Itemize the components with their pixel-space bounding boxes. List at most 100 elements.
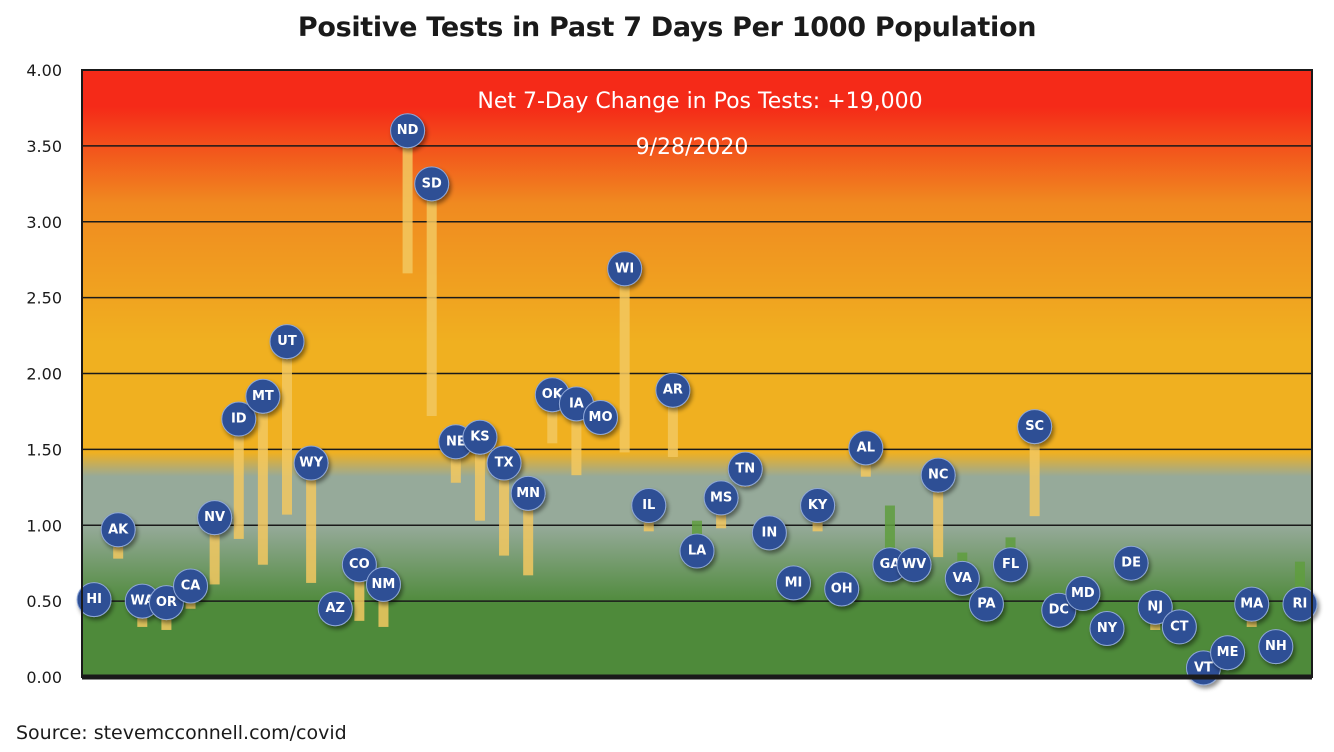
change-bar-nc [933,475,944,558]
chart-title: Positive Tests in Past 7 Days Per 1000 P… [297,12,1037,43]
y-tick-label: 0.00 [26,668,62,687]
state-marker-va [944,560,980,596]
state-marker-co [341,547,377,583]
state-marker-ct [1161,609,1197,645]
state-marker-ca [173,568,209,604]
state-label-or: OR [156,595,177,610]
state-label-ks: KS [470,430,489,445]
change-bar-mn [523,493,534,576]
state-marker-ut [269,324,305,360]
state-marker-nc [920,457,956,493]
state-label-ar: AR [663,383,683,398]
state-marker-wi [607,251,643,287]
state-marker-al [848,430,884,466]
change-bar-ia [571,403,582,476]
state-marker-ms [703,480,739,516]
state-marker-nj [1137,589,1173,625]
change-bar-mt [257,396,268,565]
change-bar-nv [209,517,220,585]
change-bar-sd [426,183,437,416]
state-label-me: ME [1217,645,1239,660]
state-label-mo: MO [589,410,613,425]
state-label-nv: NV [204,510,225,525]
state-marker-nh [1258,629,1294,665]
annotation-date: 9/28/2020 [636,135,749,160]
state-label-nm: NM [372,577,396,592]
state-label-nc: NC [928,468,948,483]
state-label-ma: MA [1240,597,1263,612]
state-label-ut: UT [277,334,297,349]
state-marker-wy [293,445,329,481]
state-label-nh: NH [1265,639,1287,654]
change-bar-ut [282,341,292,515]
state-marker-or [148,585,184,621]
state-marker-mi [775,565,811,601]
state-marker-ar [655,372,691,408]
state-label-id: ID [231,412,247,427]
state-marker-mo [583,400,619,436]
state-label-wv: WV [902,557,926,572]
state-label-fl: FL [1002,557,1019,572]
state-marker-ri [1282,586,1318,622]
state-label-ms: MS [710,490,732,505]
source-note: Source: stevemcconnell.com/covid [16,722,347,744]
state-label-oh: OH [831,581,853,596]
state-marker-nv [197,500,233,536]
state-label-ga: GA [880,557,901,572]
state-label-in: IN [761,525,777,540]
state-label-wy: WY [299,456,323,471]
annotation-change: Net 7-Day Change in Pos Tests: +19,000 [477,89,922,114]
state-marker-dc [1041,592,1077,628]
state-marker-sc [1017,409,1053,445]
state-label-nd: ND [397,123,419,138]
state-marker-az [317,591,353,627]
change-bar-tx [499,463,510,556]
state-marker-nm [365,566,401,602]
y-tick-label: 4.00 [26,61,62,80]
y-tick-label: 1.50 [26,440,62,459]
state-marker-mt [245,378,281,414]
state-label-ri: RI [1293,597,1308,612]
change-bar-ga [884,505,895,565]
state-label-az: AZ [325,601,345,616]
state-label-vt: VT [1194,660,1213,675]
state-label-hi: HI [86,592,102,607]
y-axis: 0.00 0.50 1.00 1.50 2.00 2.50 3.00 3.50 4.00 [26,61,62,687]
change-bar-ar [667,390,678,457]
change-bar-ks [474,437,485,521]
state-marker-il [631,488,667,524]
state-marker-ks [462,419,498,455]
state-label-sc: SC [1025,419,1044,434]
state-label-co: CO [349,557,370,572]
state-marker-id [221,401,257,437]
state-label-ia: IA [569,396,584,411]
state-label-nj: NJ [1147,600,1163,615]
change-bar-id [233,419,244,539]
state-marker-pa [968,586,1004,622]
state-marker-md [1065,576,1101,612]
state-label-wa: WA [130,594,154,609]
state-label-wi: WI [615,261,634,276]
state-marker-ak [100,512,136,548]
state-marker-hi [76,582,112,618]
state-label-mn: MN [516,486,540,501]
state-label-va: VA [953,571,972,586]
state-label-ny: NY [1097,621,1118,636]
state-label-ok: OK [542,387,564,402]
state-label-ky: KY [808,498,828,513]
state-marker-wv [896,547,932,583]
change-bar-nm [378,584,389,627]
state-label-pa: PA [977,597,995,612]
change-bar-ok [547,394,558,444]
change-bar-ne [450,441,461,483]
change-bar-co [354,564,365,621]
change-bar-nd [402,130,413,274]
state-label-mt: MT [252,389,274,404]
state-marker-in [751,515,787,551]
y-tick-label: 3.00 [26,213,62,232]
state-marker-ma [1234,586,1270,622]
state-marker-tn [727,451,763,487]
state-marker-ny [1089,610,1125,646]
state-label-il: IL [642,498,655,513]
